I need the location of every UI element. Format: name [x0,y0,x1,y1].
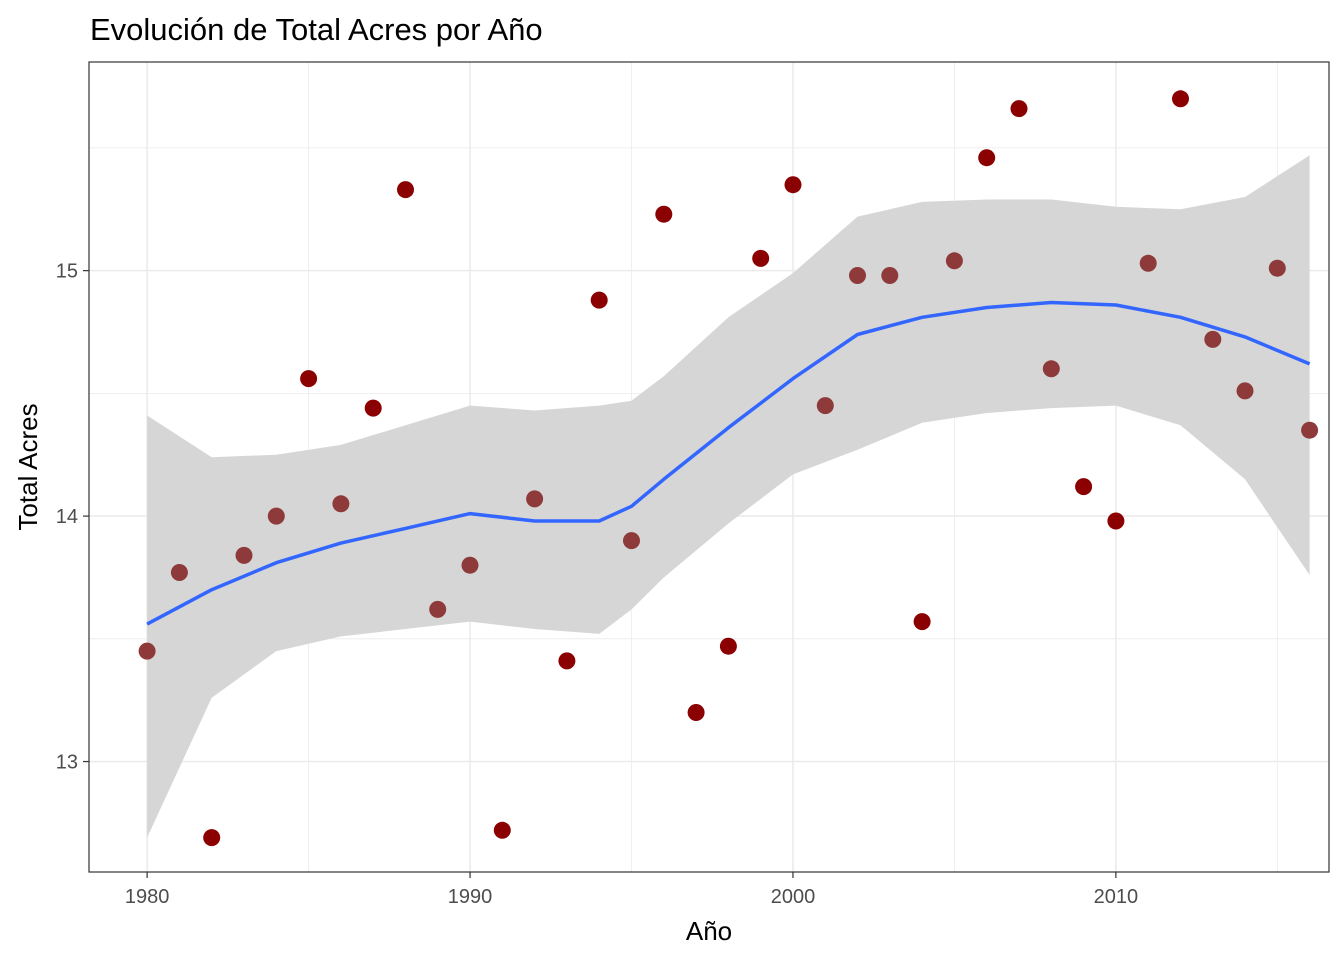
data-point [1139,254,1157,272]
data-point [1204,330,1222,348]
data-point [881,267,899,284]
y-tick-label: 13 [56,752,78,774]
confidence-band [147,155,1310,838]
data-point [849,267,866,284]
data-point [655,205,673,223]
data-point [332,495,350,513]
y-axis-title: Total Acres [13,403,43,530]
data-point [397,181,414,199]
data-point [1172,90,1189,108]
data-point [784,176,802,194]
data-point [590,291,608,309]
x-axis-title: Año [686,916,732,946]
data-point [623,532,640,550]
data-point [170,564,188,581]
data-point [687,704,705,721]
x-tick-label: 1980 [125,886,170,908]
data-point [493,821,511,839]
data-point [978,149,996,167]
data-point [235,546,253,564]
data-point [1010,100,1028,118]
data-point [816,397,834,415]
y-axis: 13 14 15 [56,261,89,774]
data-point [1075,478,1093,496]
x-tick-label: 2010 [1094,886,1139,908]
data-point [1107,512,1125,530]
data-point [300,370,318,388]
data-point [203,829,221,847]
data-point [138,642,156,660]
panel-border [88,61,1330,873]
x-tick-label: 1990 [448,886,493,908]
y-tick-label: 15 [56,261,78,283]
data-point [267,507,285,525]
smooth-line [146,300,1311,626]
points [138,90,1319,847]
data-point [1042,360,1060,378]
data-point [461,556,479,574]
data-point [1236,382,1254,400]
data-point [364,399,382,417]
data-point [752,249,770,267]
data-point [558,652,576,670]
data-point [1268,259,1286,277]
data-point [429,600,447,618]
data-point [913,613,931,631]
x-tick-label: 2000 [771,886,816,908]
data-point [719,637,737,655]
x-axis: 1980 1990 2000 2010 [125,872,1138,908]
data-point [945,252,963,270]
data-point [526,490,544,508]
chart-title: Evolución de Total Acres por Año [90,12,543,47]
y-tick-label: 14 [56,506,78,528]
data-point [1301,421,1319,439]
